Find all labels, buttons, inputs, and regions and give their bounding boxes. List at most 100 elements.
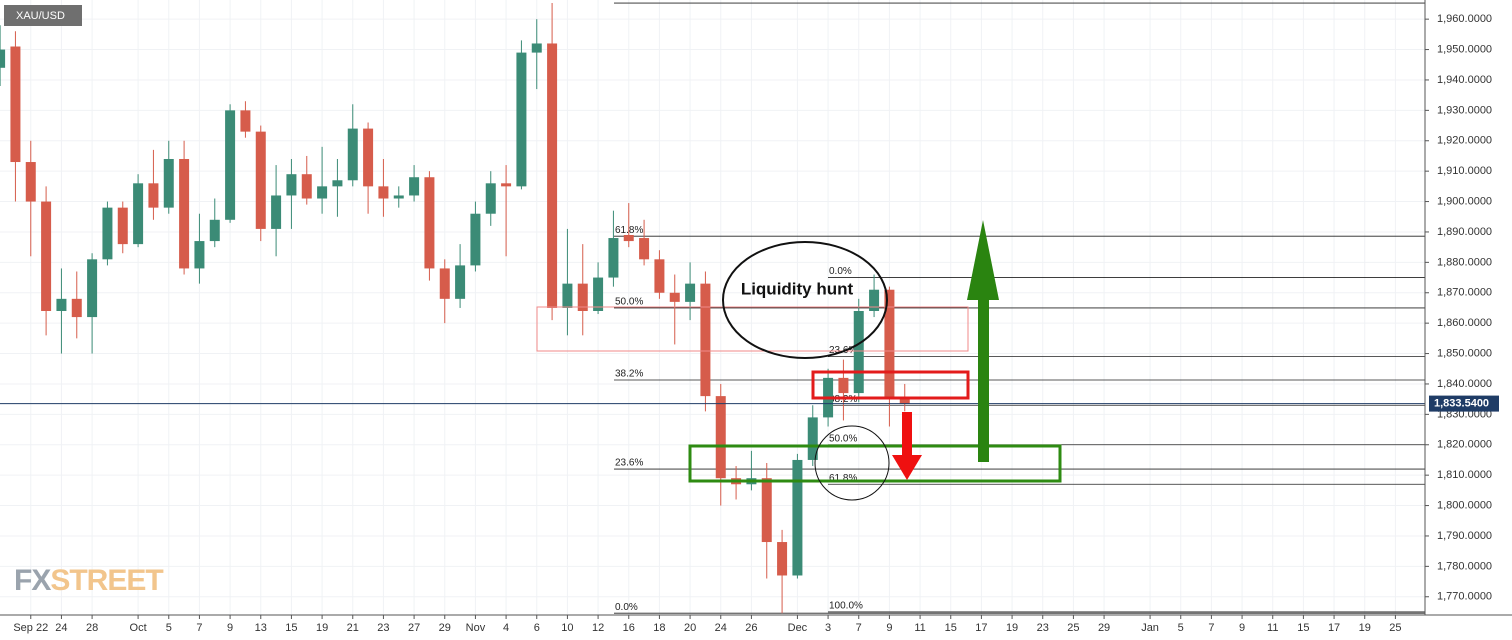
candle-body — [332, 180, 343, 187]
x-tick-label: 13 — [255, 622, 267, 634]
candle-body — [148, 183, 159, 208]
x-tick-label: 23 — [377, 622, 389, 634]
x-tick-label: Sep 22 — [13, 622, 48, 634]
x-tick-label: 19 — [316, 622, 328, 634]
candle-body — [485, 183, 496, 214]
candle-body — [455, 265, 466, 299]
x-tick-label: 23 — [1037, 622, 1049, 634]
x-tick-label: 9 — [886, 622, 892, 634]
symbol-box — [4, 5, 82, 26]
candle-body — [516, 52, 527, 187]
candle-body — [393, 195, 404, 199]
fib-label: 100.0% — [829, 601, 863, 612]
candle-body — [838, 377, 849, 394]
candle-body — [240, 110, 251, 132]
x-tick-label: 5 — [166, 622, 172, 634]
candle-body — [685, 283, 696, 302]
candle-body — [209, 219, 220, 242]
candle-body — [884, 289, 895, 400]
x-tick-label: Jan — [1141, 622, 1159, 634]
candle-body — [347, 128, 358, 181]
y-tick-label: 1,890.0000 — [1437, 226, 1492, 238]
x-tick-label: 6 — [534, 622, 540, 634]
candle-body — [593, 277, 604, 311]
y-tick-label: 1,880.0000 — [1437, 256, 1492, 268]
y-tick-label: 1,920.0000 — [1437, 135, 1492, 147]
x-tick-label: 21 — [347, 622, 359, 634]
x-tick-label: Nov — [466, 622, 486, 634]
last-price-tag — [1429, 395, 1499, 412]
x-tick-label: 29 — [1098, 622, 1110, 634]
candle-body — [501, 183, 512, 187]
y-tick-label: 1,930.0000 — [1437, 104, 1492, 116]
candle-body — [117, 207, 128, 245]
candle-body — [10, 46, 21, 163]
grid — [0, 0, 1425, 615]
x-tick-label: 17 — [1328, 622, 1340, 634]
candle-body — [102, 207, 113, 260]
zone-box — [536, 306, 969, 352]
x-tick-label: 7 — [196, 622, 202, 634]
x-tick-label: 15 — [945, 622, 957, 634]
x-tick-label: 11 — [914, 622, 925, 634]
x-tick-label: 3 — [825, 622, 831, 634]
candle-body — [531, 43, 542, 53]
y-tick-label: 1,910.0000 — [1437, 165, 1492, 177]
y-tick-label: 1,940.0000 — [1437, 74, 1492, 86]
candles — [0, 3, 1425, 614]
y-tick-label: 1,800.0000 — [1437, 499, 1492, 511]
candle-body — [225, 110, 236, 220]
fib-label: 50.0% — [615, 297, 643, 308]
fib-label: 38.2% — [615, 369, 643, 380]
x-tick-label: 24 — [55, 622, 67, 634]
x-tick-label: 27 — [408, 622, 420, 634]
candle-body — [25, 162, 36, 202]
x-tick-label: 29 — [439, 622, 451, 634]
zone-box — [688, 444, 1062, 483]
x-tick-label: 11 — [1267, 622, 1278, 634]
candle-body — [669, 292, 680, 302]
x-tick-label: 19 — [1359, 622, 1371, 634]
candle-body — [470, 213, 481, 266]
candle-body — [317, 186, 328, 199]
ellipse — [722, 241, 888, 359]
candle-body — [869, 289, 880, 311]
candle-body — [562, 283, 573, 308]
x-tick-label: 9 — [1239, 622, 1245, 634]
candle-body — [424, 177, 435, 269]
x-tick-label: 25 — [1389, 622, 1401, 634]
candle-body — [715, 396, 726, 479]
candle-body — [378, 186, 389, 199]
candle-body — [0, 49, 6, 68]
fib-layer: 0.0%23.6%38.2%50.0%61.8%0.0%23.6%38.2%50… — [614, 2, 1425, 614]
candle-body — [439, 268, 450, 299]
candle-body — [133, 183, 144, 245]
fib-label: 50.0% — [829, 433, 857, 444]
y-tick-label: 1,810.0000 — [1437, 469, 1492, 481]
x-tick-label: 15 — [285, 622, 297, 634]
up-arrow — [967, 220, 999, 462]
candle-body — [807, 417, 818, 460]
zone-box — [811, 370, 970, 400]
candle-body — [255, 131, 266, 229]
x-tick-label: 25 — [1067, 622, 1079, 634]
candle-body — [547, 43, 558, 308]
candle-body — [654, 259, 665, 293]
y-tick-label: 1,900.0000 — [1437, 195, 1492, 207]
candle-body — [623, 234, 634, 242]
symbol: XAU/USD — [16, 10, 65, 22]
x-tick-label: 24 — [715, 622, 727, 634]
x-tick-label: 16 — [623, 622, 635, 634]
candle-body — [577, 283, 588, 311]
x-tick-label: Oct — [130, 622, 147, 634]
watermark-part: FX — [14, 564, 51, 597]
last-price-label: 1,833.5400 — [1434, 398, 1489, 410]
candle-body — [639, 238, 650, 260]
y-tick-label: 1,960.0000 — [1437, 13, 1492, 25]
x-tick-label: 17 — [975, 622, 987, 634]
price-axis — [1425, 0, 1512, 640]
candle-body — [363, 128, 374, 187]
